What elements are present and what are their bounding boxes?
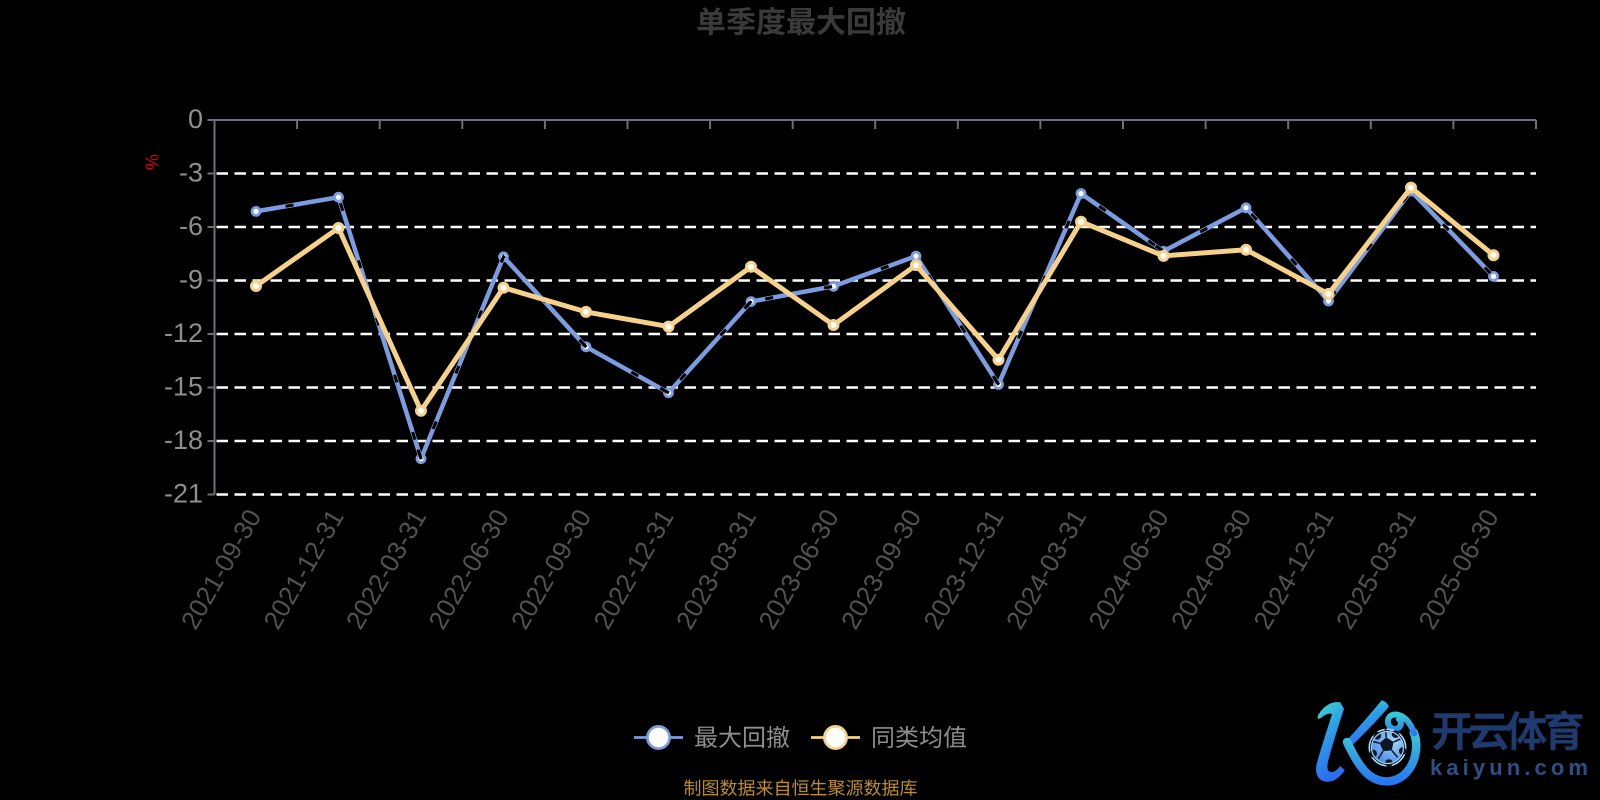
svg-text:-15: -15 [164, 372, 203, 402]
svg-text:-12: -12 [164, 318, 203, 348]
svg-text:kaiyun.com: kaiyun.com [1430, 755, 1592, 780]
svg-text:-9: -9 [179, 265, 203, 295]
svg-text:-3: -3 [179, 158, 203, 188]
svg-text:-21: -21 [164, 479, 203, 509]
svg-text:-6: -6 [179, 211, 203, 241]
svg-text:-18: -18 [164, 425, 203, 455]
svg-text:%: % [142, 154, 162, 170]
svg-text:0: 0 [188, 104, 203, 134]
